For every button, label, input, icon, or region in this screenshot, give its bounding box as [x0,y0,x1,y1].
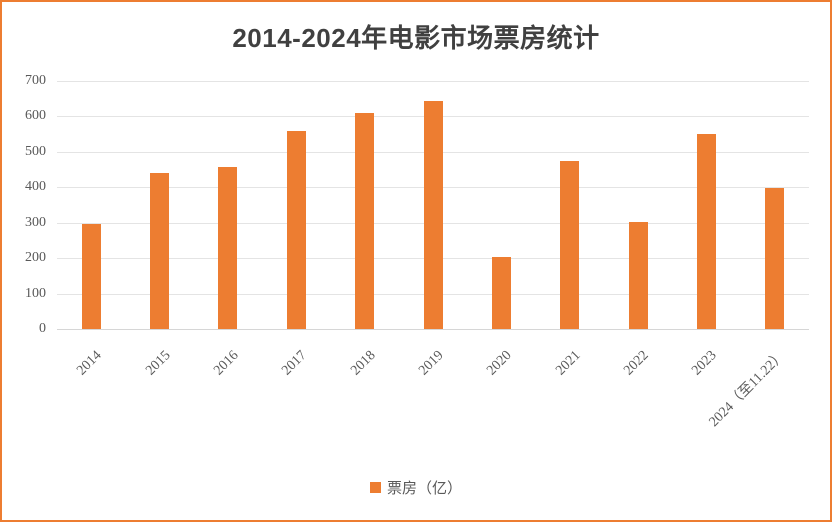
legend-label: 票房（亿） [386,481,462,497]
bar-2022 [628,222,648,329]
x-axis-tick-label: 2023 [689,348,721,379]
bar-2021 [560,161,580,329]
x-axis-tick-label: 2017 [279,348,310,379]
y-axis-tick-label: 200 [25,250,46,266]
bar-2015 [150,172,170,329]
y-axis-tick-label: 400 [25,179,46,195]
bar-2014 [81,224,101,329]
x-axis-tick-label: 2021 [552,348,584,379]
y-axis-tick-label: 700 [25,73,46,88]
x-axis-tick-label: 2018 [347,348,379,379]
x-axis-line [57,329,809,330]
x-axis-tick-label: 2022 [621,348,652,379]
y-axis-tick-label: 600 [25,108,46,124]
bar-2020 [491,256,511,329]
bar-2024 [765,188,785,329]
x-axis-tick-label: 2020 [484,348,515,379]
x-axis-tick-label: 2019 [416,348,447,379]
y-axis-tick-label: 100 [25,285,46,301]
bar-2018 [355,112,375,329]
chart-title: 2014-2024年电影市场票房统计 [232,23,600,53]
y-gridline [57,81,809,82]
legend-swatch-icon [369,482,381,493]
legend: 票房（亿） [2,477,830,498]
x-axis-tick-label: 2015 [142,348,174,379]
y-axis-tick-label: 500 [25,143,46,159]
bar-2019 [423,101,443,329]
y-axis-tick-label: 300 [25,214,46,230]
x-axis-tick-label: 2014 [74,348,105,379]
y-axis-tick-label: 0 [39,321,46,336]
x-axis-tick-label: 2016 [211,348,242,379]
bar-2017 [286,130,306,329]
bar-2023 [696,134,716,329]
bar-2016 [218,167,238,329]
